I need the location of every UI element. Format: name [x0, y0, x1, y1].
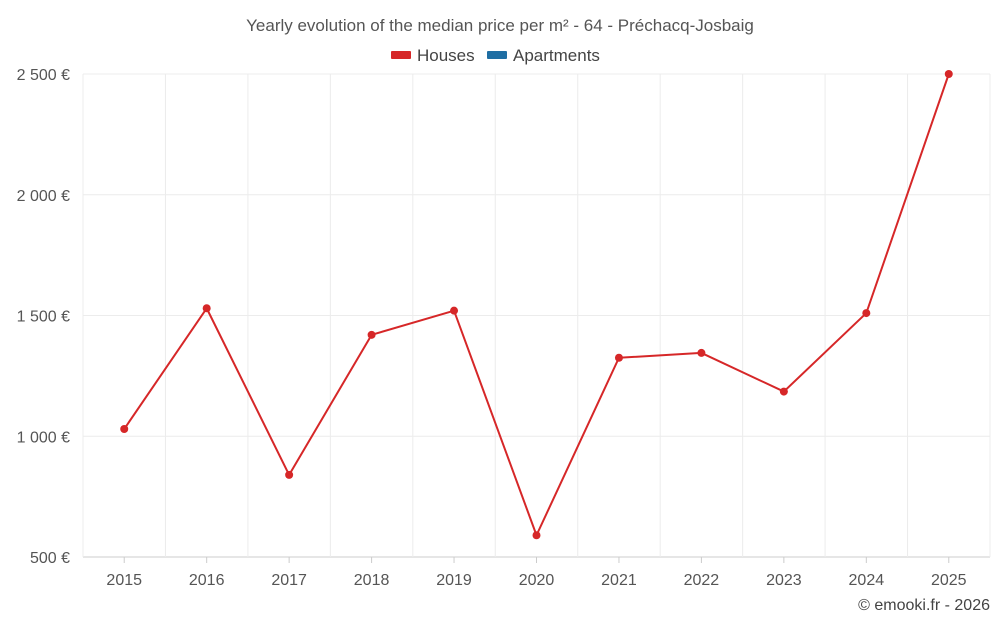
data-point-houses-2017[interactable] — [285, 470, 294, 479]
x-axis: 2015 2016 2017 2018 2019 2020 2021 2022 2023 2024… — [106, 557, 967, 589]
y-tick-label: 1 000 € — [17, 429, 70, 446]
legend-label-houses: Houses — [417, 46, 475, 65]
legend-item-houses[interactable]: Houses — [391, 46, 475, 65]
data-point-houses-2023[interactable] — [779, 387, 788, 396]
y-tick-label: 1 500 € — [17, 309, 70, 326]
x-tick-label: 2020 — [519, 572, 555, 589]
y-tick-label: 500 € — [30, 550, 70, 567]
x-tick-label: 2023 — [766, 572, 802, 589]
y-tick-label: 2 500 € — [17, 67, 70, 84]
x-tick-label: 2022 — [684, 572, 720, 589]
data-point-houses-2024[interactable] — [862, 309, 871, 318]
x-tick-label: 2024 — [849, 572, 885, 589]
data-point-houses-2018[interactable] — [367, 330, 376, 339]
x-tick-label: 2021 — [601, 572, 637, 589]
data-point-houses-2015[interactable] — [120, 425, 129, 434]
data-point-houses-2022[interactable] — [697, 348, 706, 357]
chart-title: Yearly evolution of the median price per… — [246, 16, 754, 35]
data-point-houses-2019[interactable] — [450, 306, 459, 315]
x-tick-label: 2017 — [271, 572, 307, 589]
data-point-houses-2016[interactable] — [202, 304, 211, 313]
y-tick-label: 2 000 € — [17, 188, 70, 205]
legend-item-apartments[interactable]: Apartments — [487, 46, 600, 65]
series-houses — [120, 70, 953, 540]
x-tick-label: 2018 — [354, 572, 390, 589]
legend: Houses Apartments — [391, 46, 600, 65]
legend-swatch-apartments — [487, 51, 507, 59]
data-point-houses-2025[interactable] — [944, 70, 953, 78]
x-tick-label: 2016 — [189, 572, 225, 589]
y-axis: 500 € 1 000 € 1 500 € 2 000 € 2 500 € — [17, 67, 70, 567]
data-point-houses-2020[interactable] — [532, 531, 541, 540]
x-tick-label: 2025 — [931, 572, 967, 589]
x-tick-label: 2015 — [106, 572, 142, 589]
legend-swatch-houses — [391, 51, 411, 59]
grid — [82, 73, 991, 558]
x-tick-label: 2019 — [436, 572, 472, 589]
copyright-footer: © emooki.fr - 2026 — [858, 597, 990, 614]
data-point-houses-2021[interactable] — [614, 353, 623, 362]
legend-label-apartments: Apartments — [513, 46, 600, 65]
